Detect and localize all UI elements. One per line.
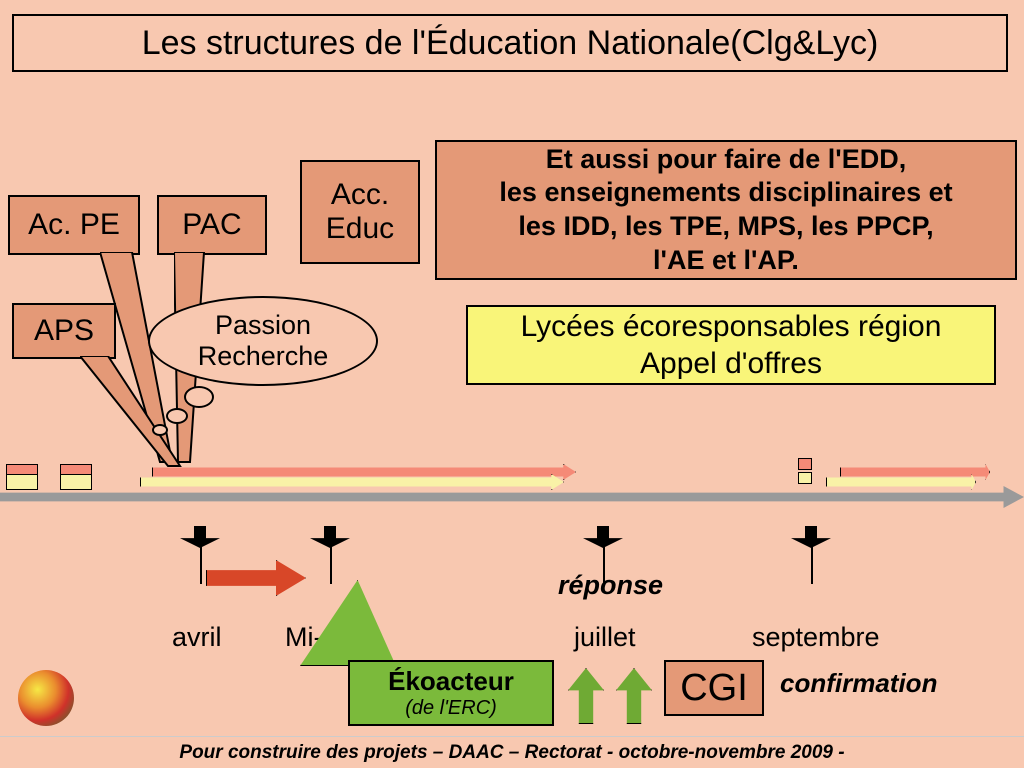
box-lycees-label: Lycées écoresponsables région Appel d'of… xyxy=(521,308,942,383)
dash-gap-red xyxy=(798,458,812,470)
box-pac-label: PAC xyxy=(182,208,241,242)
month-juillet: juillet xyxy=(574,622,636,653)
box-ac-pe-label: Ac. PE xyxy=(28,208,120,242)
timeline xyxy=(0,448,1024,528)
green-up-arrow-icon xyxy=(568,668,604,724)
dash-yellow xyxy=(6,474,38,490)
month-septembre: septembre xyxy=(752,622,880,653)
footer: Pour construire des projets – DAAC – Rec… xyxy=(0,736,1024,768)
reponse-label: réponse xyxy=(558,570,663,601)
cloud-label: Passion Recherche xyxy=(198,310,329,372)
ekoacteur-sub: (de l'ERC) xyxy=(405,697,497,720)
ekoacteur-box: Ékoacteur (de l'ERC) xyxy=(348,660,554,726)
slide-title: Les structures de l'Éducation Nationale(… xyxy=(142,24,879,63)
cloud-bubble xyxy=(166,408,188,424)
green-up-arrow-icon xyxy=(616,668,652,724)
box-aps: APS xyxy=(12,303,116,359)
timeline-gray-arrow xyxy=(0,486,1024,508)
cgi-label: CGI xyxy=(680,667,748,710)
cloud-bubble xyxy=(184,386,214,408)
box-edd-label: Et aussi pour faire de l'EDD, les enseig… xyxy=(499,143,952,278)
dash-gap-yellow xyxy=(798,472,812,484)
ekoacteur-label: Ékoacteur xyxy=(388,666,514,697)
box-ac-pe: Ac. PE xyxy=(8,195,140,255)
box-pac: PAC xyxy=(157,195,267,255)
footer-text: Pour construire des projets – DAAC – Rec… xyxy=(179,742,844,764)
tick xyxy=(811,530,813,584)
title-box: Les structures de l'Éducation Nationale(… xyxy=(12,14,1008,72)
box-acc-educ-label: Acc. Educ xyxy=(326,178,394,247)
box-acc-educ: Acc. Educ xyxy=(300,160,420,264)
tick xyxy=(200,530,202,584)
box-edd: Et aussi pour faire de l'EDD, les enseig… xyxy=(435,140,1017,280)
cgi-box: CGI xyxy=(664,660,764,716)
gradient-ball-icon xyxy=(18,670,74,726)
tick xyxy=(330,530,332,584)
confirmation-label: confirmation xyxy=(780,668,937,699)
dash-yellow xyxy=(60,474,92,490)
red-arrow-icon xyxy=(206,560,306,596)
cloud-passion-recherche: Passion Recherche xyxy=(148,296,378,386)
month-avril: avril xyxy=(172,622,222,653)
cloud-bubble xyxy=(152,424,168,436)
box-lycees: Lycées écoresponsables région Appel d'of… xyxy=(466,305,996,385)
box-aps-label: APS xyxy=(34,314,94,348)
